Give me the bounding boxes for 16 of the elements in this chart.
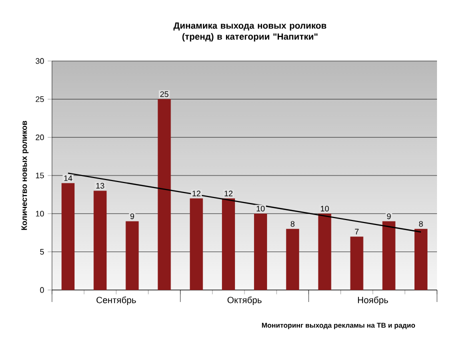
bar <box>318 214 332 290</box>
bar <box>126 221 139 290</box>
bar <box>286 228 300 290</box>
bar <box>382 221 396 290</box>
text: Октябрь <box>228 296 262 305</box>
bar <box>254 214 268 290</box>
bar <box>94 190 107 290</box>
bar <box>350 236 364 290</box>
bar <box>190 198 203 290</box>
text: Ноябрь <box>358 296 388 305</box>
text: Сентябрь <box>96 296 136 305</box>
bar <box>158 99 171 290</box>
bar <box>222 198 235 290</box>
chart-title: Динамика выхода новых роликов (тренд) в категории "Напитки" <box>173 22 326 42</box>
bar <box>414 228 428 290</box>
bar <box>62 183 75 290</box>
